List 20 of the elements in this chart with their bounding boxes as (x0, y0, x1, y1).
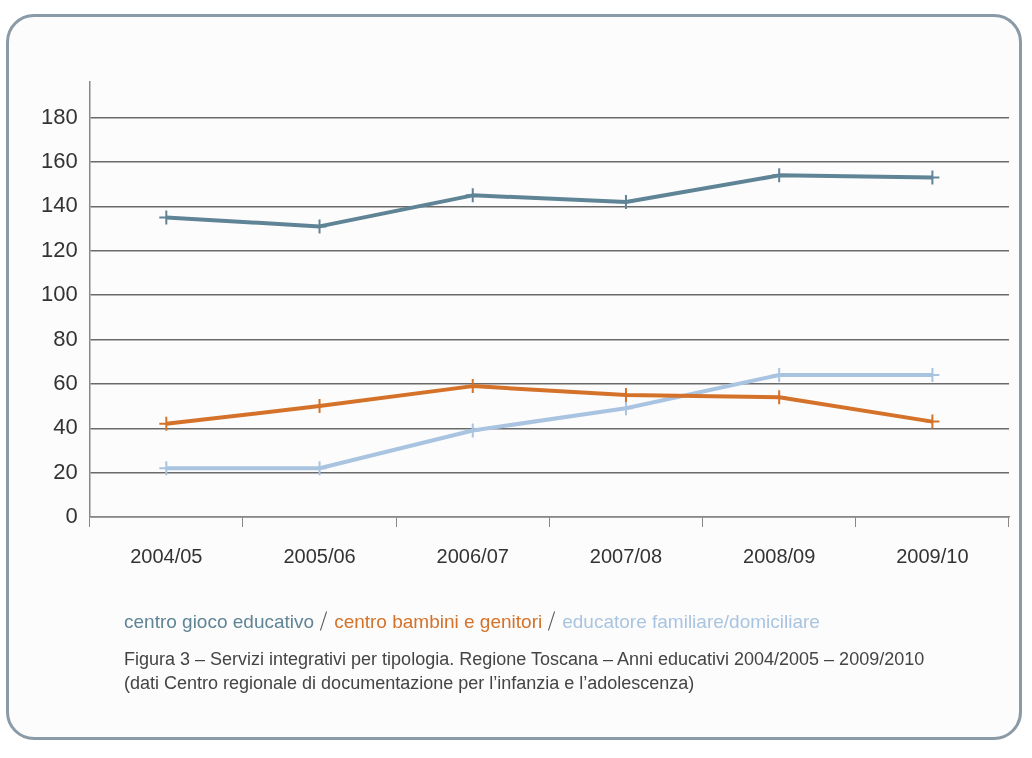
y-tick-label: 180 (40, 103, 78, 129)
text: educatore familiare/domiciliare (562, 611, 820, 632)
y-tick-label: 0 (65, 503, 78, 529)
y-tick-label: 80 (53, 325, 78, 351)
y-tick-label: 40 (53, 414, 78, 440)
text: centro bambini e genitori (334, 611, 543, 632)
text: Figura 3 – Servizi integrativi per tipologia. Regione Toscana – Anni educativi 2004/2005 – 2009/2010 (dati Centro regionale di documentazione per l’infanzia e l’adolescenza) (124, 648, 926, 695)
x-tick-label: 2006/07 (436, 544, 509, 567)
y-tick-label: 120 (40, 236, 78, 262)
y-tick-label: 60 (53, 369, 78, 395)
x-tick-label: 2004/05 (130, 544, 203, 567)
text: centro gioco educativo (124, 611, 315, 632)
x-tick-label: 2009/10 (896, 544, 969, 567)
x-tick-label: 2008/09 (743, 544, 816, 567)
x-tick-label: 2005/06 (283, 544, 356, 567)
y-tick-label: 100 (40, 281, 78, 307)
x-tick-label: 2007/08 (589, 544, 663, 567)
y-tick-label: 20 (53, 458, 78, 484)
y-tick-label: 140 (40, 192, 78, 218)
y-tick-label: 160 (40, 148, 78, 174)
